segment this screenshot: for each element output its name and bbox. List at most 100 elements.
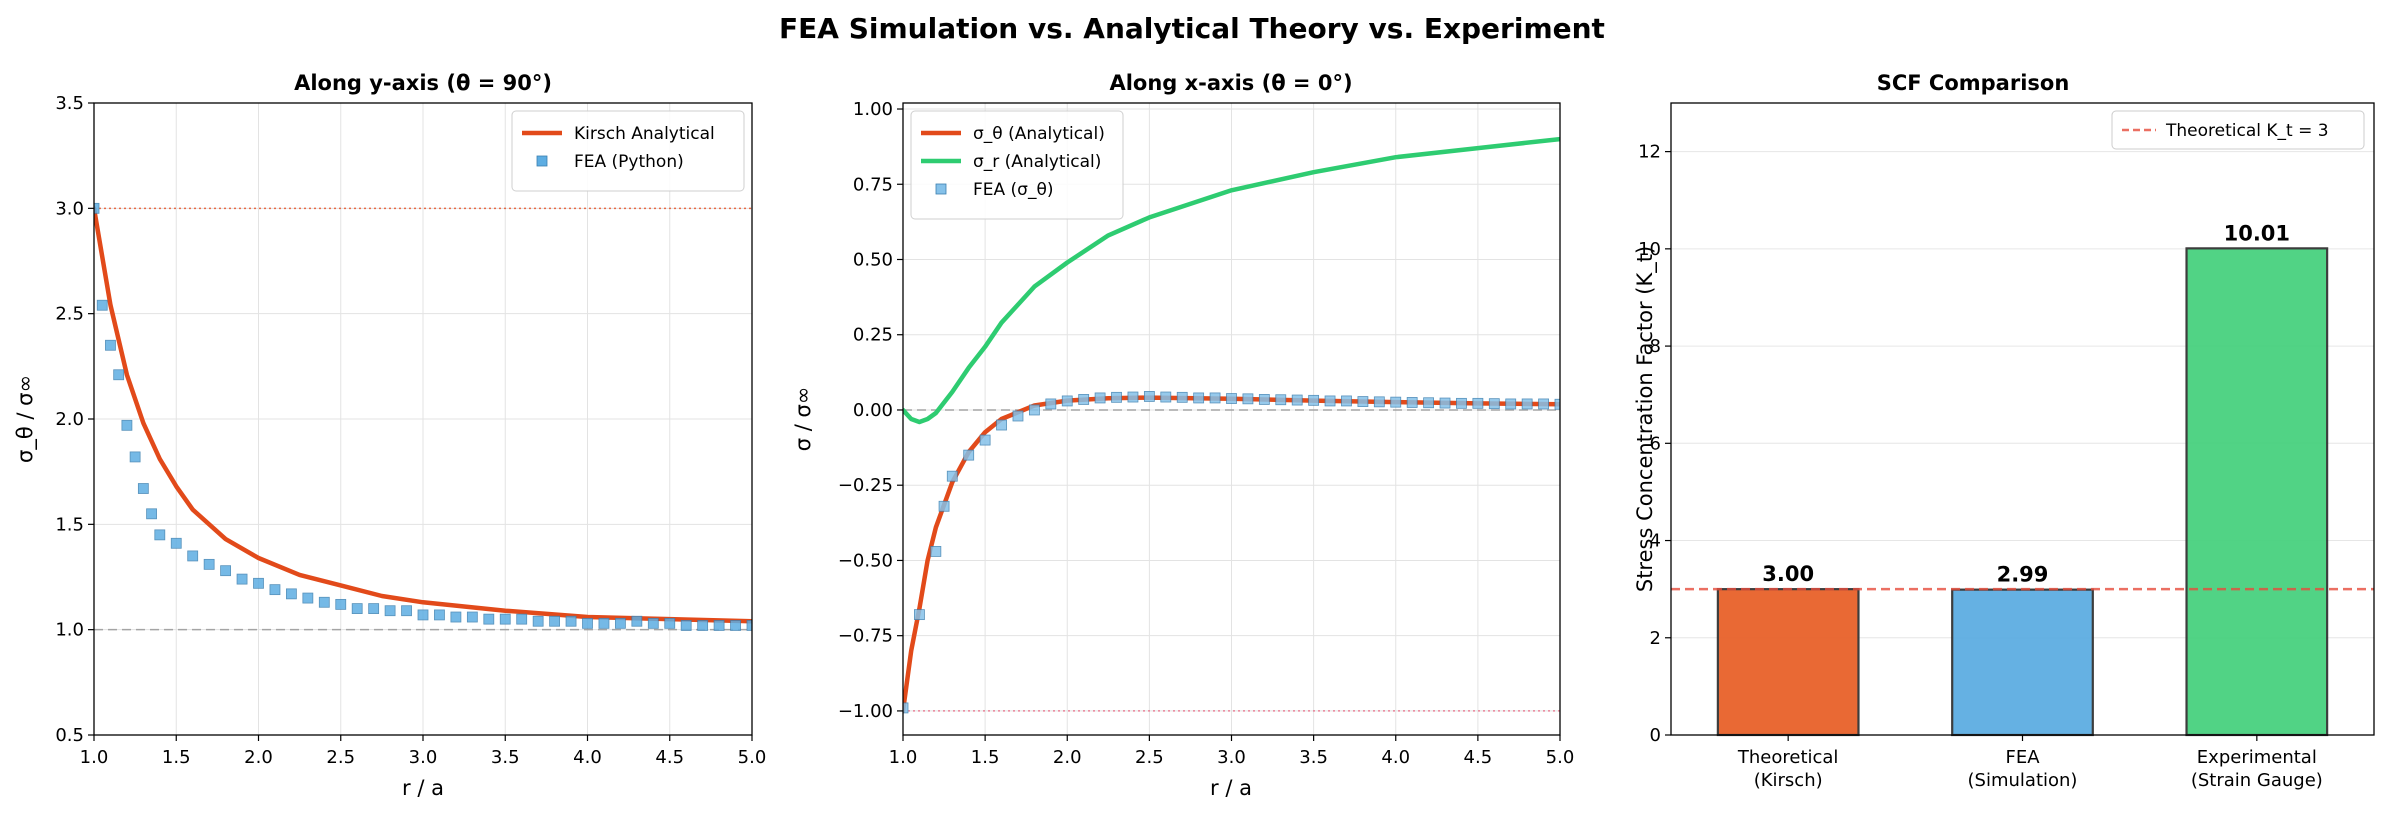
data-point (285, 588, 297, 600)
data-point (1439, 397, 1451, 409)
x-tick-label: 4.0 (1381, 747, 1410, 768)
x-tick-label: (Strain Gauge) (2191, 770, 2323, 791)
data-point (914, 609, 925, 621)
data-point (549, 615, 560, 627)
legend-box (2111, 110, 2365, 150)
data-point (253, 577, 264, 589)
data-point (1291, 394, 1303, 406)
data-point (154, 529, 166, 541)
plot-frame (93, 102, 753, 736)
x-tick-label: 4.5 (655, 747, 684, 768)
data-point (1045, 398, 1057, 410)
data-point (187, 550, 199, 562)
legend: Theoretical K_t = 3 (2111, 110, 2365, 150)
data-point (664, 617, 676, 629)
bar-value-label: 10.01 (2224, 221, 2290, 245)
figure-title: FEA Simulation vs. Analytical Theory vs.… (779, 12, 1605, 45)
data-point (1373, 396, 1385, 408)
y-tick-label: 8 (1650, 336, 1661, 357)
data-point (1176, 391, 1188, 403)
legend-marker-swatch (935, 183, 947, 195)
y-tick-label: −0.50 (838, 550, 893, 571)
x-tick-label: FEA (2005, 747, 2040, 768)
plot-frame (902, 102, 1561, 736)
bars-group: 3.00 2.99 10.01 (1716, 221, 2329, 737)
panel-title: Along x-axis (θ = 0°) (1109, 71, 1352, 95)
data-point (302, 592, 314, 604)
data-point (146, 508, 157, 520)
panel-title: SCF Comparison (1877, 71, 2070, 95)
data-point (1488, 398, 1500, 410)
bar (2185, 247, 2329, 737)
data-point (466, 611, 478, 623)
data-point (615, 617, 626, 629)
plot-area (94, 202, 752, 631)
data-point (582, 617, 593, 629)
x-tick-label: 4.0 (573, 747, 602, 768)
x-tick-label: 1.0 (80, 747, 109, 768)
grid (93, 102, 753, 736)
data-point (1357, 396, 1369, 407)
panel-scf-comparison: SCF Comparison 3.00 2.99 10.01 0 2 4 6 8 10 12 Th… (1633, 71, 2375, 791)
legend-label: FEA (Python) (574, 152, 684, 172)
data-point (236, 573, 248, 585)
data-point (1078, 394, 1090, 405)
y-axis-label: σ / σ∞ (791, 387, 815, 452)
y-tick-label: −1.00 (838, 701, 893, 722)
data-point (680, 620, 692, 631)
data-point (1226, 393, 1237, 404)
data-point (946, 470, 958, 482)
legend-box (910, 110, 1124, 220)
y-tick-label: 3.5 (55, 93, 84, 114)
y-tick-label: 1.0 (55, 620, 84, 641)
data-point (129, 451, 141, 463)
data-point (979, 434, 991, 446)
data-point (1308, 394, 1320, 406)
data-point (434, 609, 445, 621)
x-tick-label: 3.0 (409, 747, 438, 768)
reference-lines (94, 207, 752, 631)
x-tick-label: 5.0 (1546, 747, 1575, 768)
legend-label: Kirsch Analytical (574, 124, 715, 144)
y-tick-label: 6 (1650, 433, 1661, 454)
x-tick-label: 1.0 (889, 747, 918, 768)
y-tick-label: 0 (1650, 725, 1661, 746)
data-point (1521, 398, 1533, 410)
data-point (930, 546, 942, 557)
reference-lines (903, 409, 1560, 712)
data-point (1406, 397, 1418, 408)
data-point (598, 617, 610, 629)
data-point (1143, 391, 1155, 402)
data-point (647, 617, 659, 629)
data-point (368, 603, 380, 614)
data-point (938, 500, 950, 512)
panel-title: Along y-axis (θ = 90°) (294, 71, 552, 95)
data-point (532, 615, 544, 627)
data-point (565, 615, 577, 627)
x-tick-label: 4.5 (1464, 747, 1493, 768)
y-tick-label: 0.00 (853, 400, 893, 421)
data-point (203, 558, 215, 570)
x-tick-label: 3.5 (1299, 747, 1328, 768)
series-markers (903, 391, 1560, 714)
data-point (121, 419, 133, 431)
axes: 1.0 1.5 2.0 2.5 3.0 3.5 4.0 4.5 5.0 −1.00 −0.75 −0.… (838, 99, 1574, 768)
y-tick-label: 2 (1650, 628, 1661, 649)
data-point (1324, 395, 1336, 407)
x-tick-label: 3.5 (491, 747, 520, 768)
data-point (1242, 393, 1254, 405)
data-point (963, 449, 975, 461)
data-point (713, 620, 725, 631)
data-point (996, 419, 1007, 431)
x-tick-label: Experimental (2197, 747, 2317, 768)
y-tick-label: 2.5 (55, 304, 84, 325)
data-point (351, 603, 363, 614)
data-point (1456, 397, 1467, 409)
data-point (450, 611, 462, 623)
data-point (1012, 410, 1024, 422)
x-axis-label: r / a (402, 776, 444, 800)
bar-value-label: 3.00 (1762, 562, 1814, 586)
panel-x-axis: Along x-axis (θ = 0°) 1.0 1.5 2.0 2.5 3.0 3.5… (791, 71, 1574, 800)
data-point (1275, 394, 1287, 406)
